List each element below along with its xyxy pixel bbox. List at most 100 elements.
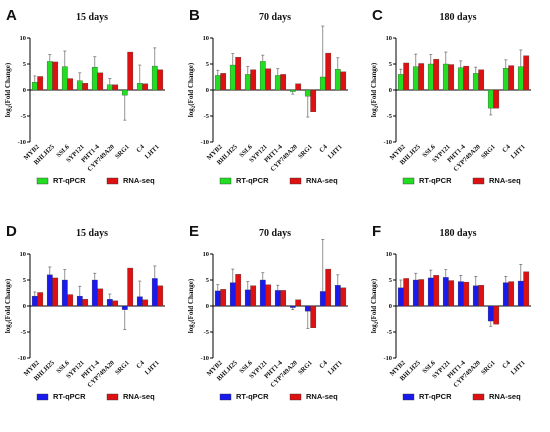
- y-tick-label: 5: [206, 277, 209, 284]
- bar-rnaseq: [448, 64, 455, 91]
- bar-rtqpcr: [442, 63, 449, 91]
- panel-label: C: [372, 7, 383, 24]
- y-tick-label: 5: [23, 61, 26, 68]
- category-label: LHT1: [144, 359, 161, 376]
- bar-rnaseq: [52, 277, 59, 307]
- y-axis-label: log2(Fold Change): [370, 62, 380, 117]
- bar-rnaseq: [340, 71, 347, 91]
- legend-label: RNA-seq: [489, 176, 521, 185]
- bar-rtqpcr: [151, 278, 158, 307]
- bar-rnaseq: [157, 69, 164, 91]
- legend-swatch: [472, 393, 485, 401]
- bar-rnaseq: [250, 69, 257, 91]
- bar-rtqpcr: [151, 65, 158, 91]
- legend-label: RT-qPCR: [236, 176, 269, 185]
- bar-rtqpcr: [397, 287, 404, 307]
- bar-rtqpcr: [412, 279, 419, 307]
- bar-rnaseq: [235, 274, 242, 307]
- panel-label: F: [372, 223, 381, 240]
- bar-rnaseq: [340, 287, 347, 307]
- category-label: LHT1: [510, 359, 527, 376]
- category-label: SRG1: [480, 359, 497, 376]
- bar-rnaseq: [295, 299, 302, 307]
- bar-rtqpcr: [334, 69, 341, 91]
- y-tick-label: 5: [389, 277, 392, 284]
- bar-rnaseq: [220, 289, 227, 307]
- category-label: LHT1: [510, 143, 527, 160]
- bar-rnaseq: [82, 299, 89, 307]
- bar-rtqpcr: [46, 61, 53, 91]
- y-tick-label: 10: [203, 251, 209, 258]
- bar-rtqpcr: [289, 89, 296, 92]
- bar-rtqpcr: [319, 291, 326, 307]
- y-tick-label: -5: [387, 329, 392, 336]
- bar-rtqpcr: [502, 282, 509, 307]
- y-tick-label: 0: [206, 303, 209, 310]
- bar-rnaseq: [280, 74, 287, 91]
- y-axis-label: log2(Fold Change): [4, 278, 14, 333]
- y-tick-label: 10: [20, 35, 26, 42]
- legend-swatch: [106, 393, 119, 401]
- category-label: C4: [135, 143, 146, 154]
- bar-rtqpcr: [457, 67, 464, 91]
- y-tick-label: -10: [200, 139, 209, 146]
- bar-rtqpcr: [229, 282, 236, 307]
- bar-rnaseq: [433, 275, 440, 307]
- bar-rnaseq: [295, 83, 302, 91]
- category-label: SRG1: [297, 143, 314, 160]
- bar-rnaseq: [310, 89, 317, 112]
- bar-rnaseq: [310, 305, 317, 328]
- bar-rtqpcr: [442, 277, 449, 307]
- legend-swatch: [106, 177, 119, 185]
- y-tick-label: -10: [200, 355, 209, 362]
- bar-rnaseq: [67, 78, 74, 91]
- y-tick-label: 0: [23, 87, 26, 94]
- bar-rtqpcr: [334, 285, 341, 307]
- category-label: C4: [501, 359, 512, 370]
- bar-rnaseq: [97, 288, 104, 307]
- legend-label: RT-qPCR: [236, 392, 269, 401]
- y-tick-label: 0: [389, 303, 392, 310]
- bar-rtqpcr: [91, 66, 98, 91]
- legend-swatch: [402, 393, 415, 401]
- y-tick-label: 10: [203, 35, 209, 42]
- y-tick-label: -5: [204, 329, 209, 336]
- bar-rnaseq: [265, 284, 272, 307]
- bar-rnaseq: [463, 65, 470, 91]
- y-tick-label: -10: [383, 355, 392, 362]
- bar-rnaseq: [265, 68, 272, 91]
- y-tick-label: -10: [383, 139, 392, 146]
- bar-rtqpcr: [472, 285, 479, 307]
- bar-rtqpcr: [76, 80, 83, 91]
- panel-label: B: [189, 7, 200, 24]
- bar-rnaseq: [523, 271, 530, 307]
- category-label: LHT1: [144, 143, 161, 160]
- bar-rnaseq: [403, 278, 410, 307]
- panel-title: 15 days: [76, 12, 108, 23]
- bar-rnaseq: [325, 268, 332, 307]
- bar-rtqpcr: [61, 66, 68, 91]
- bar-rtqpcr: [106, 299, 113, 307]
- bar-rnaseq: [127, 51, 134, 91]
- bar-rtqpcr: [121, 89, 128, 96]
- bar-rtqpcr: [259, 279, 266, 307]
- y-tick-label: 5: [389, 61, 392, 68]
- bar-rtqpcr: [274, 290, 281, 307]
- y-tick-label: 0: [23, 303, 26, 310]
- panel-label: E: [189, 223, 199, 240]
- bar-rnaseq: [142, 83, 149, 91]
- bar-rtqpcr: [121, 305, 128, 310]
- category-label: SRG1: [297, 359, 314, 376]
- bar-rtqpcr: [487, 89, 494, 109]
- bar-rnaseq: [523, 55, 530, 91]
- bar-rtqpcr: [259, 61, 266, 91]
- category-label: LHT1: [327, 143, 344, 160]
- panel-title: 180 days: [440, 228, 477, 239]
- bar-rtqpcr: [472, 73, 479, 91]
- bar-rnaseq: [508, 281, 515, 307]
- y-tick-label: -10: [17, 355, 26, 362]
- bar-rnaseq: [433, 59, 440, 91]
